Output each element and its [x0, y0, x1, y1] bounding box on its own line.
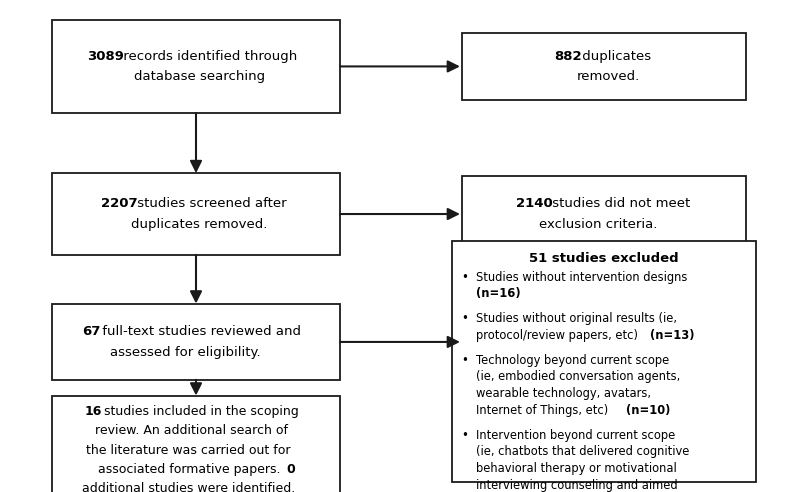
Text: 2207: 2207: [102, 197, 138, 210]
Text: Internet of Things, etc): Internet of Things, etc): [476, 404, 612, 417]
Bar: [52, 304, 340, 380]
Bar: [52, 173, 340, 255]
Text: removed.: removed.: [577, 70, 640, 83]
Text: associated formative papers.: associated formative papers.: [98, 463, 285, 476]
Text: studies did not meet: studies did not meet: [548, 197, 690, 210]
Bar: [462, 33, 746, 99]
Text: studies screened after: studies screened after: [133, 197, 286, 210]
Text: the literature was carried out for: the literature was carried out for: [86, 444, 290, 457]
Text: (n=10): (n=10): [626, 404, 670, 417]
Text: additional studies were identified.: additional studies were identified.: [82, 483, 295, 492]
Text: review. An additional search of: review. An additional search of: [95, 424, 288, 437]
Bar: [52, 396, 340, 492]
Text: 51 studies excluded: 51 studies excluded: [529, 252, 679, 265]
Bar: [452, 241, 756, 482]
Text: 882: 882: [554, 50, 582, 62]
Text: duplicates: duplicates: [578, 50, 651, 62]
Text: records identified through: records identified through: [119, 50, 298, 62]
Text: •: •: [462, 429, 469, 441]
Text: (n=16): (n=16): [476, 287, 521, 300]
Text: (n=13): (n=13): [650, 329, 694, 342]
Bar: [52, 20, 340, 113]
Text: wearable technology, avatars,: wearable technology, avatars,: [476, 387, 651, 400]
Text: 67: 67: [82, 325, 100, 338]
Text: (ie, chatbots that delivered cognitive: (ie, chatbots that delivered cognitive: [476, 445, 690, 458]
Text: full-text studies reviewed and: full-text studies reviewed and: [98, 325, 301, 338]
Text: duplicates removed.: duplicates removed.: [131, 218, 267, 231]
Text: •: •: [462, 271, 469, 283]
Text: 16: 16: [85, 405, 102, 418]
Text: 0: 0: [286, 463, 295, 476]
Text: protocol/review papers, etc): protocol/review papers, etc): [476, 329, 642, 342]
Text: database searching: database searching: [134, 70, 266, 83]
Text: •: •: [462, 312, 469, 325]
Text: Intervention beyond current scope: Intervention beyond current scope: [476, 429, 675, 441]
Text: exclusion criteria.: exclusion criteria.: [539, 218, 657, 231]
Text: 2140: 2140: [516, 197, 553, 210]
Text: Technology beyond current scope: Technology beyond current scope: [476, 354, 670, 367]
Text: behavioral therapy or motivational: behavioral therapy or motivational: [476, 462, 677, 475]
Text: studies included in the scoping: studies included in the scoping: [99, 405, 298, 418]
Text: (ie, embodied conversation agents,: (ie, embodied conversation agents,: [476, 370, 680, 383]
Text: Studies without original results (ie,: Studies without original results (ie,: [476, 312, 677, 325]
Bar: [462, 176, 746, 252]
Text: assessed for eligibility.: assessed for eligibility.: [110, 346, 261, 359]
Text: •: •: [462, 354, 469, 367]
Text: 3089: 3089: [87, 50, 125, 62]
Text: interviewing counseling and aimed: interviewing counseling and aimed: [476, 479, 678, 492]
Text: Studies without intervention designs: Studies without intervention designs: [476, 271, 687, 283]
